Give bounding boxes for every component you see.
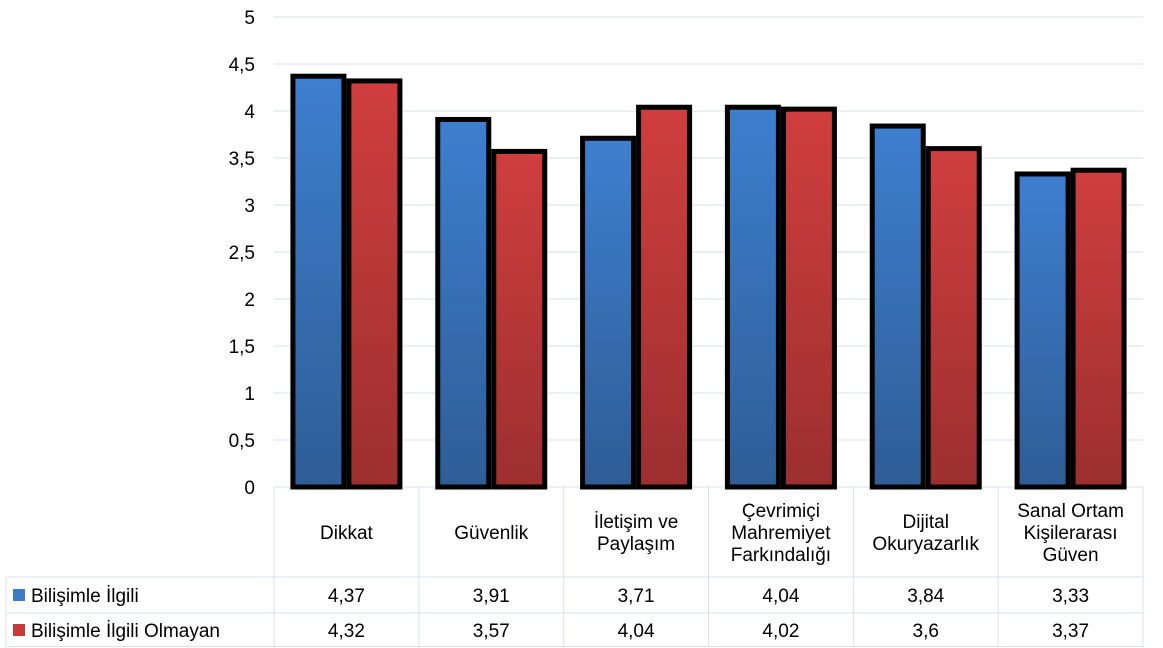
bar-bilisimle-ilgili: [435, 116, 492, 490]
data-table: Dikkat Güvenlik İletişim ve Paylaşım Çevrimi…: [5, 487, 1144, 647]
x-category-label: İletişim ve Paylaşım: [594, 512, 678, 555]
data-label: 3,33: [1052, 586, 1089, 607]
data-label: 3,91: [473, 586, 510, 607]
data-label: 4,32: [328, 621, 365, 642]
bar-bilisimle-ilgili: [869, 123, 926, 490]
bar-bilisimle-ilgili-olmayan: [491, 148, 548, 490]
y-tick-label: 0: [244, 478, 255, 499]
y-tick-label: 1,5: [229, 337, 255, 358]
y-tick-label: 1: [244, 384, 255, 405]
y-tick-label: 3: [244, 196, 255, 217]
data-label: 3,6: [913, 621, 939, 642]
x-category-label: Güvenlik: [454, 523, 528, 544]
bar-bilisimle-ilgili-olmayan: [1070, 167, 1127, 490]
data-label: 4,04: [762, 586, 799, 607]
bar-bilisimle-ilgili-olmayan: [636, 104, 693, 490]
legend-swatch: [13, 589, 25, 601]
y-tick-label: 2: [244, 290, 255, 311]
bar-bilisimle-ilgili-olmayan: [780, 106, 837, 490]
x-category-label: Sanal Ortam Kişilerarası Güven: [1017, 501, 1124, 566]
data-label: 4,02: [762, 621, 799, 642]
legend-label: Bilişimle İlgili: [31, 586, 139, 607]
x-category-label: Çevrimiçi Mahremiyet Farkındalığı: [731, 501, 832, 566]
data-label: 4,37: [328, 586, 365, 607]
legend-label: Bilişimle İlgili Olmayan: [31, 621, 220, 642]
bars: [290, 73, 1127, 490]
y-tick-label: 5: [244, 8, 255, 29]
data-label: 3,84: [907, 586, 944, 607]
y-tick-label: 3,5: [229, 149, 255, 170]
data-label: 3,37: [1052, 621, 1089, 642]
x-category-label: Dikkat: [320, 523, 374, 544]
bar-bilisimle-ilgili: [724, 104, 781, 490]
data-label: 4,04: [618, 621, 655, 642]
y-tick-label: 2,5: [229, 243, 255, 264]
bar-bilisimle-ilgili: [580, 135, 637, 490]
y-axis-ticks: 0 0,5 1 1,5 2 2,5 3 3,5 4 4,5 5: [229, 8, 256, 499]
legend-swatch: [13, 624, 25, 636]
gridlines: [274, 16, 1143, 488]
x-category-label: Dijital Okuryazarlık: [872, 512, 979, 555]
y-tick-label: 4: [244, 102, 255, 123]
bar-bilisimle-ilgili: [290, 73, 347, 490]
y-tick-label: 4,5: [229, 55, 255, 76]
y-tick-label: 0,5: [229, 431, 255, 452]
bar-bilisimle-ilgili: [1014, 171, 1071, 490]
bar-bilisimle-ilgili-olmayan: [346, 78, 403, 490]
bar-bilisimle-ilgili-olmayan: [925, 146, 982, 490]
data-label: 3,57: [473, 621, 510, 642]
data-label: 3,71: [618, 586, 655, 607]
